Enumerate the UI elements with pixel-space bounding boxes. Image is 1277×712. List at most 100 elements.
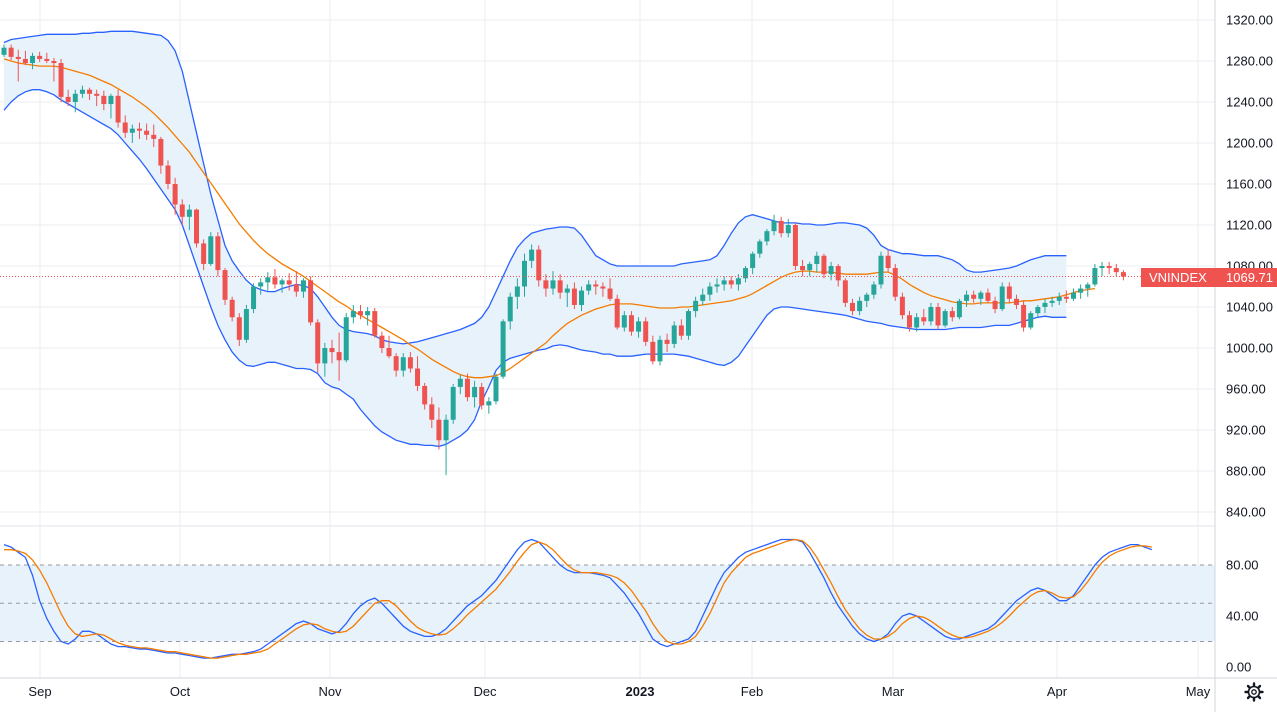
candle xyxy=(857,296,863,316)
candle xyxy=(1085,282,1091,297)
candle-body xyxy=(807,263,813,271)
candle xyxy=(229,296,235,322)
candle-body xyxy=(500,321,506,377)
settings-button[interactable] xyxy=(1244,682,1264,702)
candle-body xyxy=(22,58,28,64)
candle xyxy=(636,317,642,338)
candle-body xyxy=(985,292,991,301)
candle-body xyxy=(493,376,499,402)
candle xyxy=(158,136,164,174)
candle-body xyxy=(15,56,21,59)
candle-body xyxy=(464,378,470,398)
stoch-axis-labels: 80.00 40.00 0.00 xyxy=(1226,558,1259,675)
candle-body xyxy=(229,299,235,318)
candle-body xyxy=(1028,313,1034,328)
candle-body xyxy=(693,300,699,312)
candle-body xyxy=(593,284,599,287)
candle-body xyxy=(878,255,884,285)
candle xyxy=(22,50,28,66)
candle xyxy=(842,278,848,307)
candle xyxy=(907,311,913,332)
candle-body xyxy=(165,165,171,184)
candle xyxy=(700,288,706,305)
candle-body xyxy=(564,288,570,293)
candle xyxy=(621,311,627,332)
candle-body xyxy=(122,122,128,133)
candle-body xyxy=(1092,268,1098,285)
candle-body xyxy=(436,419,442,441)
candle xyxy=(821,253,827,279)
candle xyxy=(1113,263,1119,277)
price-tick-label: 840.00 xyxy=(1226,505,1266,520)
candle xyxy=(1049,296,1055,307)
candle-body xyxy=(821,255,827,275)
candle xyxy=(44,52,50,64)
candle-body xyxy=(322,348,328,364)
candle-body xyxy=(678,325,684,336)
candle xyxy=(186,204,192,231)
candle xyxy=(657,335,663,366)
candle xyxy=(892,263,898,301)
candle xyxy=(1078,284,1084,299)
candle xyxy=(507,292,513,330)
candle xyxy=(315,319,321,373)
candle xyxy=(308,276,314,326)
candle-body xyxy=(136,128,142,131)
candle xyxy=(65,89,71,107)
candle xyxy=(921,309,927,326)
candle xyxy=(236,313,242,346)
candle xyxy=(172,177,178,215)
candle xyxy=(450,383,456,424)
candle xyxy=(251,283,257,314)
candle xyxy=(557,274,563,299)
gear-icon[interactable] xyxy=(1244,682,1264,702)
stoch-d-line xyxy=(4,538,1153,659)
candle xyxy=(671,321,677,348)
candle-body xyxy=(842,280,848,303)
candle-body xyxy=(343,317,349,361)
candle-body xyxy=(407,357,413,369)
candle-body xyxy=(885,255,891,269)
candle-body xyxy=(607,288,613,299)
candle xyxy=(693,296,699,318)
candle xyxy=(564,284,570,307)
candle xyxy=(8,44,14,60)
candle-body xyxy=(935,307,941,326)
candle-body xyxy=(750,253,756,269)
candle-body xyxy=(514,286,520,297)
price-axis-labels: 1320.00 1280.00 1240.00 1200.00 1160.00 1120.… xyxy=(1226,13,1273,520)
candle xyxy=(322,342,328,377)
candle-body xyxy=(643,321,649,342)
candle-body xyxy=(771,220,777,232)
candle xyxy=(286,273,292,291)
candle-body xyxy=(194,209,200,244)
price-tick-label: 1200.00 xyxy=(1226,136,1273,151)
candle-body xyxy=(1035,307,1041,314)
candle-body xyxy=(472,386,478,398)
candle-body xyxy=(521,260,527,287)
candle xyxy=(942,309,948,328)
candle-body xyxy=(236,317,242,340)
price-tick-label: 1280.00 xyxy=(1226,54,1273,69)
time-tick-label: Mar xyxy=(882,684,905,699)
candle-body xyxy=(1078,288,1084,293)
candle-body xyxy=(536,249,542,281)
candle xyxy=(800,259,806,277)
candle xyxy=(628,311,634,336)
candle-body xyxy=(79,89,85,94)
candle-body xyxy=(785,225,791,234)
time-tick-label: May xyxy=(1186,684,1211,699)
time-tick-label: Dec xyxy=(473,684,497,699)
candle-body xyxy=(871,284,877,295)
candle xyxy=(400,353,406,377)
candle-body xyxy=(144,130,150,135)
last-price-badge: VNINDEX 1069.71 xyxy=(1141,268,1277,287)
candle-body xyxy=(507,296,513,322)
stoch-tick-label: 0.00 xyxy=(1226,660,1251,675)
price-tick-label: 960.00 xyxy=(1226,382,1266,397)
candle-body xyxy=(721,280,727,285)
candle xyxy=(664,333,670,353)
candle xyxy=(194,208,200,248)
candle xyxy=(814,251,820,273)
